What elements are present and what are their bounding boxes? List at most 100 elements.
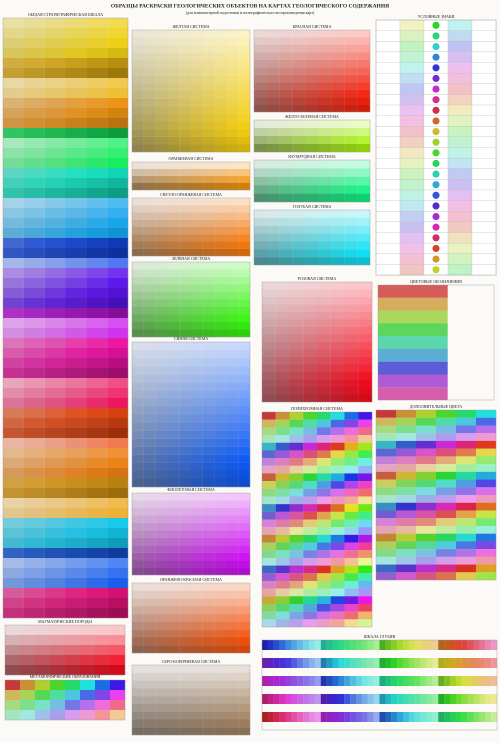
swatch xyxy=(344,603,359,612)
swatch xyxy=(65,248,87,259)
swatch xyxy=(179,144,192,153)
swatch xyxy=(155,292,168,300)
swatch xyxy=(473,658,480,668)
system-title: ИЗУМРУДНАЯ СИСТЕМА xyxy=(288,154,336,159)
swatch xyxy=(86,328,108,339)
swatch xyxy=(238,342,251,351)
swatch xyxy=(202,507,215,516)
swatch xyxy=(358,588,373,597)
swatch xyxy=(317,511,331,520)
swatch xyxy=(456,495,477,503)
swatch xyxy=(202,212,215,220)
section-frame xyxy=(261,281,373,403)
swatch xyxy=(331,210,345,218)
swatch xyxy=(447,189,473,201)
swatch xyxy=(330,534,345,543)
swatch xyxy=(289,394,304,403)
swatch xyxy=(202,672,215,681)
swatch xyxy=(191,711,203,720)
swatch xyxy=(317,297,331,305)
swatch xyxy=(143,183,156,191)
swatch xyxy=(179,406,192,415)
swatch xyxy=(318,185,332,194)
swatch xyxy=(303,364,318,373)
swatch xyxy=(226,307,239,315)
swatch xyxy=(357,82,371,90)
swatch xyxy=(275,319,290,328)
swatch xyxy=(214,462,227,471)
swatch xyxy=(23,348,45,359)
swatch xyxy=(214,422,227,431)
swatch xyxy=(20,645,36,656)
swatch xyxy=(357,225,371,234)
swatch xyxy=(447,147,473,159)
swatch xyxy=(132,75,144,84)
swatch xyxy=(330,542,345,551)
swatch xyxy=(450,640,456,650)
swatch xyxy=(317,565,331,574)
swatch xyxy=(238,91,251,99)
swatch xyxy=(358,611,373,620)
swatch xyxy=(191,522,203,531)
swatch xyxy=(456,417,477,426)
swatch xyxy=(275,565,290,574)
swatch xyxy=(44,568,66,579)
swatch xyxy=(344,496,359,505)
swatch xyxy=(317,611,331,620)
swatch xyxy=(179,530,192,538)
swatch xyxy=(238,121,251,130)
swatch xyxy=(305,37,319,45)
swatch xyxy=(226,314,239,323)
swatch xyxy=(191,68,203,76)
swatch xyxy=(86,118,108,129)
swatch xyxy=(376,502,397,511)
swatch xyxy=(275,427,290,436)
swatch xyxy=(44,378,66,389)
swatch xyxy=(375,253,401,265)
swatch xyxy=(275,379,290,388)
swatch xyxy=(226,342,239,351)
swatch xyxy=(326,640,333,650)
swatch xyxy=(86,578,108,589)
swatch xyxy=(356,676,362,686)
swatch xyxy=(262,511,276,520)
swatch xyxy=(344,550,359,558)
swatch xyxy=(279,30,293,38)
swatch xyxy=(357,249,371,258)
swatch xyxy=(226,248,239,257)
swatch xyxy=(275,458,290,466)
swatch xyxy=(266,185,280,194)
symbol xyxy=(432,117,440,125)
swatch xyxy=(23,258,45,269)
swatch xyxy=(330,342,345,350)
swatch xyxy=(317,596,331,605)
section-frame xyxy=(131,161,251,191)
swatch xyxy=(44,248,66,259)
swatch xyxy=(375,179,401,191)
swatch xyxy=(378,387,448,401)
swatch xyxy=(155,537,168,546)
swatch xyxy=(86,488,108,499)
swatch xyxy=(44,278,66,289)
swatch xyxy=(289,334,304,343)
swatch xyxy=(86,258,108,269)
swatch xyxy=(155,205,168,213)
swatch xyxy=(436,456,457,465)
swatch xyxy=(262,357,276,365)
swatch xyxy=(262,334,276,343)
swatch xyxy=(309,712,315,722)
swatch xyxy=(305,144,319,153)
swatch xyxy=(436,417,457,426)
swatch xyxy=(432,640,439,650)
swatch xyxy=(107,608,129,619)
swatch xyxy=(447,264,473,276)
swatch xyxy=(179,645,192,654)
swatch xyxy=(214,106,227,114)
swatch xyxy=(289,488,304,497)
swatch xyxy=(143,703,156,712)
swatch xyxy=(202,711,215,720)
swatch xyxy=(167,614,180,622)
swatch xyxy=(436,464,457,472)
swatch xyxy=(447,72,473,84)
swatch xyxy=(397,658,404,668)
